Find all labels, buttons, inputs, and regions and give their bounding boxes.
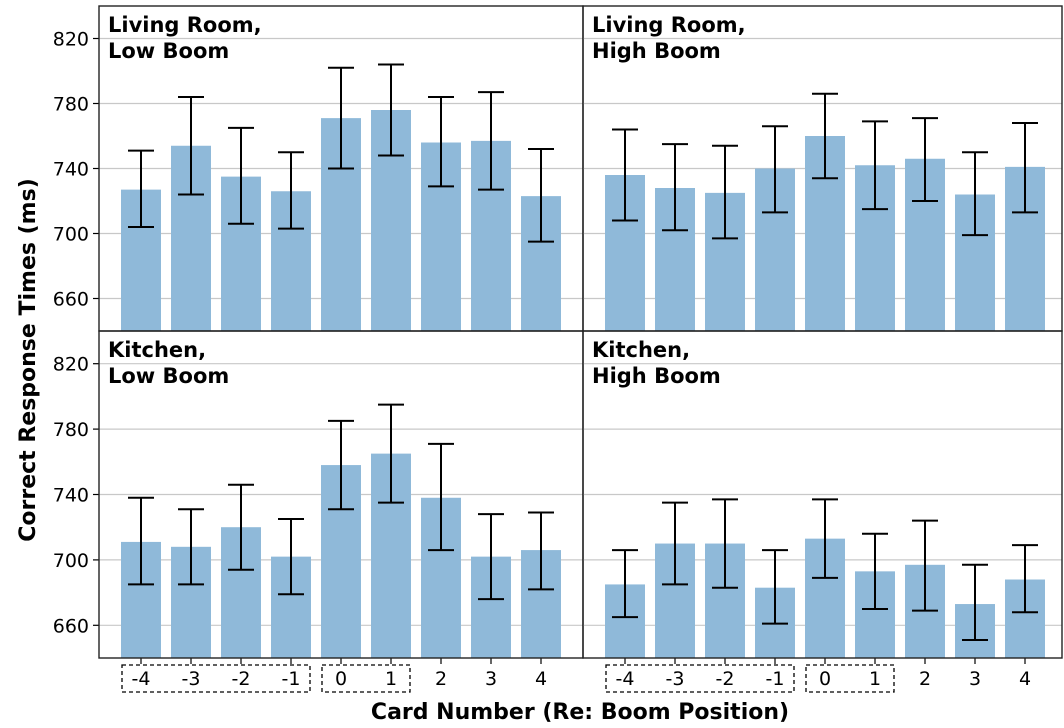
x-tick-label: -2	[716, 668, 735, 690]
y-tick-label: 660	[53, 289, 89, 311]
x-tick-label: -3	[666, 668, 685, 690]
panels: Living Room,Low Boom660700740780820Livin…	[53, 5, 1063, 693]
x-tick-label: -3	[182, 668, 201, 690]
y-tick-label: 780	[53, 419, 89, 441]
panel-4: Kitchen,High Boom -4 -3 -2 -1 0 1 2 3 4	[582, 330, 1063, 693]
panel-1: Living Room,Low Boom 660 700 740 780 820	[53, 5, 584, 332]
panel-title-line1: Living Room,	[592, 13, 746, 37]
x-tick-label: -4	[132, 668, 151, 690]
x-tick-label: 1	[385, 668, 397, 690]
y-tick-label: 660	[53, 615, 89, 637]
panel-3: Kitchen,Low Boom 660 700 740 780 820 -4 -3 -2 -1 0…	[53, 330, 584, 693]
category-group-box	[805, 664, 895, 693]
y-tick-label: 700	[53, 550, 89, 572]
x-tick-label: -1	[282, 668, 301, 690]
panel-title-line2: Low Boom	[108, 39, 229, 63]
panel-title-line1: Kitchen,	[108, 338, 206, 362]
y-tick-label: 740	[53, 159, 89, 181]
panel-2: Living Room,High Boom	[582, 5, 1063, 332]
panel-title-line2: High Boom	[592, 364, 721, 388]
x-tick-label: 4	[535, 668, 547, 690]
category-group-box	[605, 664, 795, 693]
x-tick-label: 2	[919, 668, 931, 690]
y-tick-label: 700	[53, 224, 89, 246]
y-tick-label: 740	[53, 485, 89, 507]
x-tick-label: -4	[616, 668, 635, 690]
panel-title-line1: Living Room,	[108, 13, 262, 37]
y-tick-label: 820	[53, 354, 89, 376]
x-axis-label: Card Number (Re: Boom Position)	[371, 700, 789, 725]
x-tick-label: -2	[232, 668, 251, 690]
y-tick-label: 820	[53, 29, 89, 51]
panel-title-line2: High Boom	[592, 39, 721, 63]
panel-frame	[582, 330, 1063, 659]
category-group-box	[321, 664, 411, 693]
y-tick-label: 780	[53, 94, 89, 116]
category-group-box	[121, 664, 311, 693]
panel-title-line1: Kitchen,	[592, 338, 690, 362]
x-tick-label: -1	[766, 668, 785, 690]
x-tick-label: 4	[1019, 668, 1031, 690]
y-axis-label: Correct Response Times (ms)	[16, 178, 41, 542]
x-tick-label: 3	[969, 668, 981, 690]
panel-title-line2: Low Boom	[108, 364, 229, 388]
x-tick-label: 3	[485, 668, 497, 690]
x-tick-label: 2	[435, 668, 447, 690]
x-tick-label: 0	[335, 668, 347, 690]
x-tick-label: 0	[819, 668, 831, 690]
x-tick-label: 1	[869, 668, 881, 690]
